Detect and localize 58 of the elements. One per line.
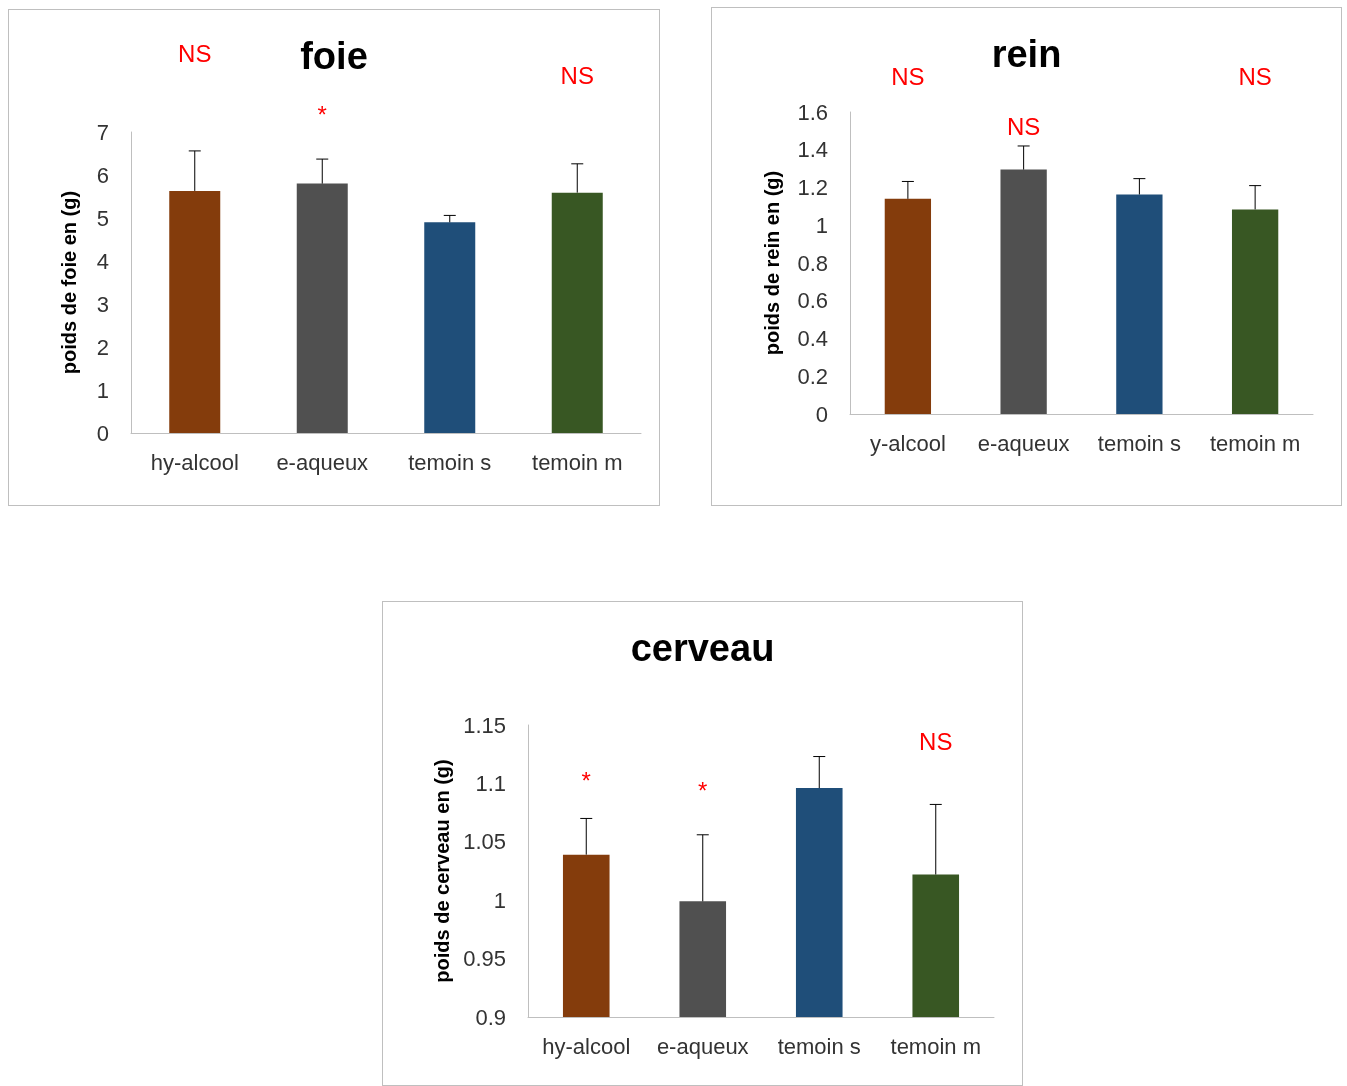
- y-tick-label: 3: [96, 291, 109, 317]
- text: NS: [560, 61, 594, 89]
- x-tick-label: hy-alcool: [542, 1033, 631, 1059]
- x-tick-label: temoin m: [532, 449, 623, 475]
- bar: [424, 222, 476, 433]
- annotation: *: [698, 776, 708, 804]
- annotation: NS: [919, 727, 953, 755]
- y-tick-label: 1.2: [797, 175, 828, 200]
- y-tick-label: 0.95: [463, 946, 506, 972]
- x-tick-label: temoin s: [777, 1033, 861, 1059]
- y-tick-label: 6: [96, 162, 109, 188]
- y-tick-label: 0.9: [475, 1004, 506, 1030]
- x-tick-label: y-alcool: [869, 430, 946, 456]
- bar: [1116, 194, 1163, 414]
- y-tick-label: 0.4: [797, 326, 828, 351]
- x-tick-label: temoin m: [890, 1033, 981, 1059]
- y-tick-label: 2: [96, 334, 109, 360]
- text: NS: [178, 39, 212, 67]
- y-axis-title: poids de cerveau en (g): [431, 759, 454, 983]
- y-tick-label: 7: [96, 119, 109, 145]
- text: *: [317, 100, 327, 128]
- y-tick-label: 1.6: [797, 99, 828, 125]
- chart-title: cerveau: [630, 627, 775, 669]
- annotation: NS: [1006, 112, 1041, 140]
- y-tick-label: 5: [96, 205, 109, 231]
- y-tick-label: 4: [96, 248, 109, 274]
- y-tick-label: 1: [96, 377, 109, 403]
- y-tick-label: 1: [815, 212, 828, 238]
- y-tick-label: 0.6: [797, 288, 828, 314]
- y-tick-label: 1.1: [475, 770, 506, 796]
- x-tick-label: hy-alcool: [150, 449, 239, 475]
- y-tick-label: 1.15: [463, 712, 506, 738]
- text: NS: [1238, 62, 1272, 90]
- text: NS: [891, 62, 925, 90]
- chart-title: rein: [991, 33, 1062, 75]
- y-tick-label: 0.2: [797, 363, 828, 389]
- y-tick-label: 0: [96, 420, 109, 446]
- y-tick-label: 0: [815, 401, 828, 427]
- y-axis-title: poids de foie en (g): [58, 190, 80, 375]
- annotation: *: [581, 766, 591, 794]
- bar: [1231, 209, 1279, 414]
- x-tick-label: temoin m: [1209, 430, 1301, 456]
- y-tick-label: 1: [493, 887, 506, 913]
- bar: [296, 183, 348, 433]
- bar: [1000, 169, 1047, 414]
- chart-title: foie: [300, 35, 368, 77]
- x-tick-label: e-aqueux: [276, 449, 369, 475]
- y-tick-label: 1.05: [463, 829, 506, 855]
- y-tick-label: 0.8: [797, 250, 828, 276]
- x-tick-label: e-aqueux: [656, 1033, 749, 1059]
- x-tick-label: e-aqueux: [977, 430, 1070, 456]
- y-tick-label: 1.4: [797, 137, 828, 163]
- bar: [884, 198, 932, 414]
- x-tick-label: temoin s: [1097, 430, 1181, 456]
- bar: [169, 190, 221, 433]
- y-axis-title: poids de rein en (g): [761, 170, 783, 356]
- x-tick-label: temoin s: [408, 449, 492, 475]
- bar: [551, 192, 603, 433]
